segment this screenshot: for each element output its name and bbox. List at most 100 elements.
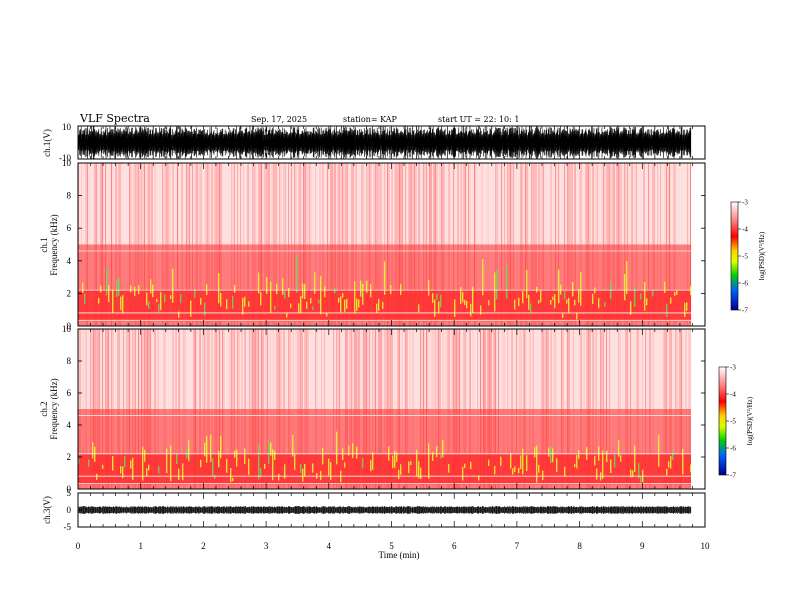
ch3-ytick-label: 5 xyxy=(67,488,72,498)
ch2-spectro-hotspot xyxy=(94,446,96,462)
ch1-spectro-hotspot xyxy=(376,303,378,313)
ch2-spectro-ylabel-freq: Frequency (kHz) xyxy=(49,378,59,439)
ch1-spectro-hotspot xyxy=(684,302,686,317)
ch1-waveform-line xyxy=(77,125,692,160)
ch3-ytick-label: -5 xyxy=(64,522,72,532)
ch2-colorbar-tick-label: -6 xyxy=(730,445,736,453)
ch2-spectro-hotspot xyxy=(668,461,670,468)
ch2-spectro-hotspot xyxy=(348,445,350,456)
ch1-spectro-hotspot xyxy=(470,303,472,317)
ch1-spectro-hotspot xyxy=(432,293,434,303)
ch2-spectro-hotspot xyxy=(188,440,190,462)
ch2-spectro-hotspot xyxy=(302,468,304,482)
ch2-spectro-hotspot xyxy=(594,455,596,466)
ch1-spectro-ytick-label: 2 xyxy=(67,288,72,298)
ch2-spectro-hotspot xyxy=(618,440,620,457)
ch2-spectro-hotspot xyxy=(630,469,632,478)
ch2-spectro-hotspot xyxy=(392,455,394,469)
ch1-spectro-hotspot xyxy=(382,301,384,309)
ch2-colorbar-tick-label: -3 xyxy=(730,364,736,372)
ch1-spectro-hotspot xyxy=(686,302,688,311)
ch2-spectro-hotspot xyxy=(398,469,400,480)
ch2-spectrogram-image xyxy=(78,329,692,489)
ch1-spectro-hotspot xyxy=(462,292,464,303)
ch2-spectro-hotspot xyxy=(448,464,450,473)
ch3-waveform-line xyxy=(78,506,692,514)
ch1-spectro-hotspot xyxy=(290,303,292,308)
ch1-spectro-hotspot xyxy=(540,290,542,303)
ch1-spectro-hotspot xyxy=(528,294,530,310)
ch1-spectro-hotspot xyxy=(218,273,220,304)
ch2-spectro-hotspot xyxy=(96,473,98,480)
ch2-spectro-ytick-label: 8 xyxy=(67,356,72,366)
ch1-spectro-hotspot xyxy=(220,292,222,307)
ch1-spectro-hotspot xyxy=(670,297,672,304)
ch1-spectro-hotspot xyxy=(560,284,562,295)
ch2-spectro-hotspot xyxy=(520,455,522,469)
ch2-spectro-hotspot xyxy=(578,450,580,459)
ch1-spectro-hotspot xyxy=(282,278,284,295)
ch1-spectro-hotspot xyxy=(690,286,692,296)
ch1-spectro-hotspot xyxy=(258,272,260,294)
ch1-spectro-hotspot xyxy=(138,285,140,294)
ch2-spectro-hotspot xyxy=(640,476,642,483)
ch2-spectro-hotspot xyxy=(370,460,372,472)
time-tick-label: 7 xyxy=(515,541,520,551)
ch1-spectro-hotspot xyxy=(440,294,442,308)
ch1-spectro-hotspot xyxy=(106,267,108,296)
ch1-spectro-hotspot xyxy=(130,285,132,293)
ch1-spectro-hotspot xyxy=(172,268,174,303)
ch2-spectro-hotspot xyxy=(442,439,444,458)
ch1-spectro-hotspot xyxy=(488,300,490,306)
ch1-spectro-hotspot xyxy=(536,286,538,293)
ch1-spectro-hotspot xyxy=(652,289,654,297)
ch2-spectro-hotspot xyxy=(598,445,600,461)
ch1-spectro-hotspot xyxy=(266,277,268,294)
ch1-spectro-hotspot xyxy=(260,291,262,306)
ch2-spectrogram-panel: 0 2 4 6 8 10 ch.2 Frequency (kHz) -3 -4 -5 -6 -7 … xyxy=(39,324,754,494)
ch1-spectro-hotspot xyxy=(312,306,314,310)
ch1-spectro-hotspot xyxy=(460,287,462,305)
ch1-spectro-hotspot xyxy=(496,269,498,300)
ch1-waveform-trace xyxy=(77,125,692,160)
ch2-spectro-hotspot xyxy=(230,468,232,482)
ch1-spectro-hotspot xyxy=(568,297,570,314)
ch2-spectro-hotspot xyxy=(122,466,124,479)
ch1-spectro-hotspot xyxy=(572,282,574,297)
ch1-spectro-hotspot xyxy=(296,253,298,293)
ch2-spectro-hotspot xyxy=(278,474,280,481)
ch2-spectro-hotspot xyxy=(576,455,578,469)
ch1-spectro-hotspot xyxy=(178,311,180,318)
ch1-colorbar-tick-label: -6 xyxy=(742,280,748,288)
ch1-spectro-hotspot xyxy=(276,283,278,295)
ch2-spectro-hotspot xyxy=(78,458,80,465)
ch2-spectro-hotspot xyxy=(512,468,514,475)
ch2-spectro-hotspot xyxy=(212,458,214,476)
ch2-spectro-hotspot xyxy=(666,468,668,476)
time-tick-label: 2 xyxy=(201,541,206,551)
ch2-spectro-hotspot xyxy=(352,443,354,459)
ch1-spectro-hotspot xyxy=(566,299,568,304)
ch1-spectro-hotspot xyxy=(360,280,362,297)
ch1-spectro-hotspot xyxy=(300,295,302,313)
ch1-spectro-hotspot xyxy=(358,299,360,308)
ch2-spectro-hotspot xyxy=(548,447,550,457)
ch1-colorbar-label: log(PSD)(V²/Hz) xyxy=(758,231,766,280)
ch1-spectro-hotspot xyxy=(286,313,288,318)
ch1-spectro-hotspot xyxy=(324,286,326,298)
ch2-spectro-hotspot xyxy=(336,431,338,465)
ch1-spectro-hotspot xyxy=(288,287,290,297)
ch2-spectro-hotspot xyxy=(226,459,228,473)
ch2-spectro-hotspot xyxy=(210,434,212,462)
ch3-waveform-panel: 50-5 ch.3(V) 0 1 2 3 4 5 6 7 8 9 10 Time (min) xyxy=(42,126,710,560)
ch2-spectro-hotspot xyxy=(494,465,496,475)
ch2-spectro-ytick-label: 2 xyxy=(67,452,72,462)
ch1-spectro-hotspot xyxy=(438,301,440,313)
ch1-waveform-panel: 10 -10 ch.1(V) xyxy=(42,122,706,163)
ch2-spectro-hotspot xyxy=(218,450,220,468)
ch2-spectro-hotspot xyxy=(244,448,246,464)
ch1-spectro-ylabel-channel: ch.1 xyxy=(39,237,49,252)
ch2-spectro-hotspot xyxy=(130,460,132,469)
ch2-spectro-hotspot xyxy=(92,442,94,459)
ch1-spectro-hotspot xyxy=(302,283,304,299)
